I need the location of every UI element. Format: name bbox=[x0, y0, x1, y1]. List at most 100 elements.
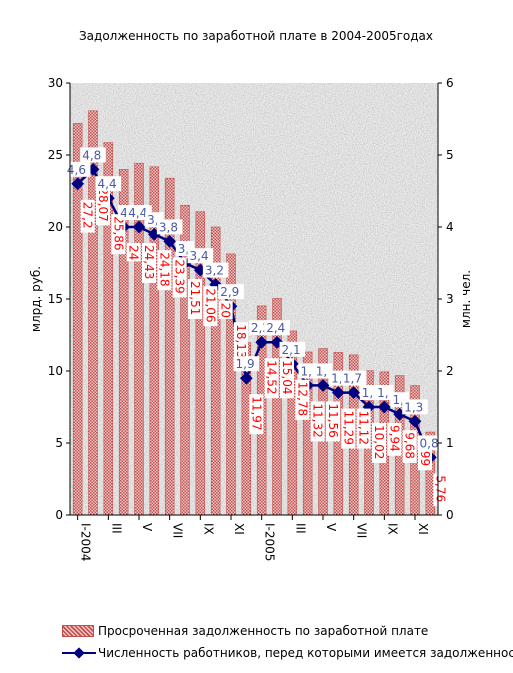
bar-data-label-text: 21,51 bbox=[188, 281, 202, 315]
point-data-label-bg bbox=[298, 363, 317, 379]
point-data-label-bg bbox=[313, 363, 333, 379]
bar-data-label: 11,97 bbox=[249, 394, 264, 435]
bar-data-label-text: 15,04 bbox=[280, 360, 294, 394]
legend-item-line: Численность работников, перед которыми и… bbox=[62, 646, 513, 660]
point-data-label: 1, bbox=[313, 363, 333, 379]
point-data-label-bg bbox=[233, 356, 260, 372]
point-data-label-bg bbox=[402, 399, 428, 415]
bar-data-label-bg bbox=[126, 243, 141, 262]
bar-data-label-text: 11,12 bbox=[357, 411, 371, 445]
line-point bbox=[239, 371, 253, 385]
bar-data-label-text: 24,43 bbox=[142, 245, 156, 279]
point-data-label-text: 3,4 bbox=[190, 249, 209, 263]
x-tick-label: V bbox=[324, 523, 338, 532]
bar-data-label: 5,76 bbox=[433, 473, 448, 507]
point-data-label-text: 4,6 bbox=[67, 163, 86, 177]
x-tick-label: VII bbox=[171, 523, 185, 538]
bar-data-label-text: 11,97 bbox=[249, 396, 263, 430]
point-data-label-bg bbox=[118, 205, 130, 220]
line-point bbox=[347, 386, 361, 399]
point-data-label: 1, bbox=[298, 363, 317, 379]
bar-data-label-bg bbox=[218, 300, 233, 320]
x-tick-label: III bbox=[293, 523, 307, 534]
point-data-label: 2,9 bbox=[218, 284, 244, 300]
y-tick-label-right: 6 bbox=[446, 76, 454, 90]
x-tick-label: I-2004 bbox=[79, 523, 93, 561]
point-data-label-bg bbox=[359, 385, 379, 400]
point-data-label-text: 1,7 bbox=[343, 372, 362, 386]
point-data-label-bg bbox=[95, 176, 122, 192]
point-data-label-text: 3, bbox=[178, 242, 189, 256]
legend-label-line: Численность работников, перед которыми и… bbox=[98, 646, 513, 660]
bar-data-label-bg bbox=[326, 401, 340, 442]
bar-data-label: 24 bbox=[126, 243, 141, 262]
bar-data-label-bg bbox=[356, 408, 371, 449]
point-data-label-text: 1, bbox=[300, 364, 311, 378]
point-data-label-text: 1, bbox=[392, 393, 403, 407]
bar-data-label: 11,32 bbox=[310, 401, 325, 442]
point-data-label: 2,4 bbox=[264, 320, 290, 336]
point-data-label-text: 2,1 bbox=[282, 343, 301, 357]
bar-data-label-bg bbox=[433, 473, 448, 507]
line-point bbox=[255, 335, 269, 349]
bar-data-label-text: 10,02 bbox=[372, 425, 386, 459]
point-data-label-bg bbox=[264, 320, 290, 336]
bar-data-label-bg bbox=[372, 423, 386, 463]
bar-data-label-text: 9,94 bbox=[387, 425, 401, 452]
line-point bbox=[408, 415, 422, 428]
bar-data-label-text: 11,29 bbox=[341, 411, 355, 445]
bar-data-label: 15,04 bbox=[280, 358, 294, 399]
bar-data-label: 21,51 bbox=[188, 279, 202, 319]
x-tick-label: VII bbox=[355, 523, 369, 538]
point-data-label-bg bbox=[375, 385, 394, 400]
bar-data-label: 24,18 bbox=[157, 250, 172, 291]
point-data-label-text: 0,8 bbox=[420, 436, 439, 450]
x-tick-label: IX bbox=[385, 523, 399, 535]
y-tick-label-left: 20 bbox=[48, 220, 63, 234]
point-data-label-bg bbox=[417, 435, 444, 451]
point-data-label: 4,6 bbox=[64, 161, 91, 177]
point-data-label-text: 1, bbox=[362, 386, 373, 400]
bar-data-label-text: 28,07 bbox=[96, 187, 110, 221]
bar-data-label: 28,07 bbox=[96, 185, 110, 226]
y-tick-label-left: 15 bbox=[48, 292, 63, 306]
point-data-label: 3,4 bbox=[187, 248, 214, 264]
line-point bbox=[163, 235, 177, 248]
point-data-label: 2,1 bbox=[279, 341, 306, 357]
y-tick-label-right: 5 bbox=[446, 148, 454, 162]
point-data-label: 1, bbox=[359, 385, 379, 400]
y-tick-label-left: 30 bbox=[48, 76, 63, 90]
point-data-label-text: 2,9 bbox=[220, 285, 239, 299]
line-point bbox=[71, 177, 85, 191]
bar-data-label: 18,13 bbox=[234, 322, 248, 363]
line-point bbox=[132, 220, 146, 234]
y-tick-label-left: 0 bbox=[55, 508, 63, 522]
point-data-label-text: 4,8 bbox=[82, 148, 101, 162]
point-data-label-bg bbox=[64, 161, 91, 177]
bar-data-label: 11,29 bbox=[341, 408, 356, 449]
x-tick-label: IX bbox=[201, 523, 215, 535]
bar-data-label-text: 11,32 bbox=[311, 403, 325, 437]
bar-data-label-bg bbox=[157, 250, 172, 291]
bar-data-label-text: 24 bbox=[127, 245, 141, 260]
chart-title: Задолженность по заработной плате в 2004… bbox=[79, 29, 433, 43]
bar-data-label-text: 14,52 bbox=[265, 360, 279, 394]
ticks-layer: 0 5 10 15 20 25 30 0 1 2 3 4 5 6 I-2004 III V VII IX XI I-20… bbox=[48, 76, 454, 561]
point-data-label-text: 1, bbox=[331, 372, 342, 386]
x-tick-label: XI bbox=[232, 523, 246, 535]
bar-data-label-bg bbox=[280, 358, 294, 399]
bar-data-label-text: 5,76 bbox=[433, 475, 447, 502]
bar-data-label-text: 9,68 bbox=[403, 432, 417, 459]
bar-data-label: 23,39 bbox=[172, 257, 187, 298]
bar-data-label: 14,52 bbox=[264, 358, 279, 399]
legend-label-bars: Просроченная задолженность по заработной… bbox=[98, 624, 429, 638]
bar-data-label: 21,06 bbox=[203, 286, 218, 327]
point-data-label: 1,9 bbox=[233, 356, 260, 372]
bar-data-label-text: 21,06 bbox=[203, 288, 217, 322]
legend-item-bars: Просроченная задолженность по заработной… bbox=[62, 624, 428, 638]
bar-data-label: 24,43 bbox=[142, 243, 156, 283]
line-point bbox=[331, 386, 345, 399]
point-data-label-bg bbox=[156, 219, 183, 235]
y-tick-label-right: 3 bbox=[446, 292, 454, 306]
bar-data-label-bg bbox=[111, 214, 126, 255]
